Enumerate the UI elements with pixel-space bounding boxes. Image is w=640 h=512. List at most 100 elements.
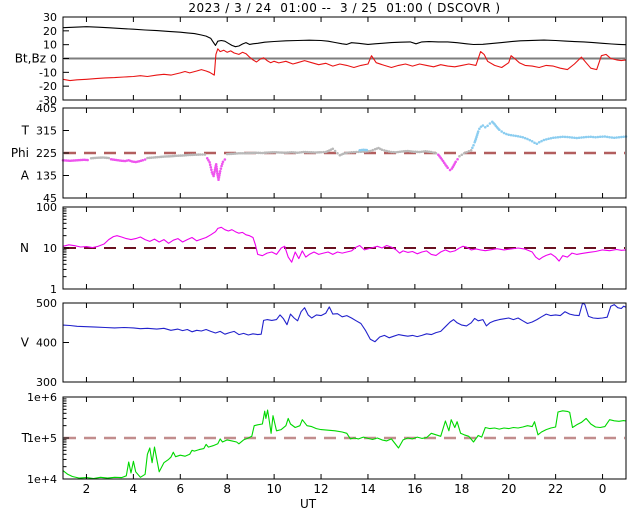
data-dot (233, 152, 237, 155)
data-dot (209, 165, 213, 169)
y-tick-label: 30 (43, 11, 57, 24)
data-dot (91, 156, 95, 160)
data-dot (591, 135, 595, 139)
panel-n: 100 10 1 N (20, 201, 627, 296)
data-dot (177, 154, 181, 157)
data-dot (161, 155, 165, 158)
data-dot (478, 127, 481, 131)
data-dot (371, 148, 374, 152)
data-dot (195, 153, 198, 156)
data-dot (216, 172, 219, 175)
series-phi-sector (358, 120, 628, 152)
data-dot (97, 156, 101, 159)
data-dot (568, 135, 571, 139)
data-dot (406, 149, 410, 153)
data-dot (217, 176, 221, 179)
data-dot (434, 151, 438, 155)
data-dot (290, 150, 294, 154)
data-dot (542, 138, 546, 142)
data-dot (549, 136, 553, 140)
data-dot (169, 154, 173, 158)
data-dot (105, 156, 109, 160)
y-tick-label: 135 (36, 170, 57, 183)
data-dot (577, 136, 581, 140)
data-dot (167, 155, 171, 158)
data-dot (89, 156, 93, 160)
data-dot (86, 158, 89, 162)
series-n-line (62, 226, 627, 263)
data-dot (215, 167, 219, 171)
y-tick-label: -30 (39, 94, 57, 107)
x-tick-label: 10 (266, 482, 281, 496)
data-dot (263, 151, 266, 155)
data-dot (235, 152, 239, 155)
data-dot (270, 151, 274, 154)
data-dot (331, 147, 335, 151)
data-dot (622, 135, 625, 139)
y-tick-label: 405 (36, 102, 57, 115)
y-tick-label: 1e+4 (27, 473, 57, 486)
data-dot (253, 151, 256, 155)
data-dot (589, 135, 593, 139)
axis-label-phi: Phi (11, 146, 29, 160)
data-dot (319, 150, 323, 154)
data-dot (175, 154, 179, 158)
data-dot (95, 156, 99, 160)
data-dot (573, 136, 576, 140)
data-dot (249, 151, 252, 155)
data-dot (268, 151, 272, 154)
data-dot (276, 151, 280, 154)
data-dot (345, 151, 349, 155)
data-dot (213, 170, 216, 174)
data-dot (354, 150, 358, 154)
data-dot (225, 152, 229, 156)
data-dot (212, 174, 215, 178)
data-dot (280, 151, 284, 154)
x-tick-label: 6 (176, 482, 184, 496)
data-dot (187, 153, 190, 157)
data-dot (479, 125, 483, 129)
data-dot (317, 151, 321, 154)
y-tick-label: 45 (43, 192, 57, 205)
data-dot (547, 137, 550, 141)
data-dot (247, 151, 251, 155)
data-dot (521, 135, 525, 139)
data-dot (257, 151, 260, 155)
data-dot (101, 156, 105, 159)
data-dot (594, 135, 597, 139)
x-tick-label: 22 (548, 482, 563, 496)
data-dot (205, 156, 209, 160)
axis-label-t: T (21, 431, 30, 445)
data-dot (159, 155, 163, 159)
data-dot (336, 151, 339, 155)
panel-phi: 405 315 225 135 45 T Phi A (11, 102, 628, 205)
data-dot (220, 164, 223, 168)
data-dot (278, 151, 282, 154)
data-dot (365, 148, 369, 152)
data-dot (462, 151, 466, 155)
data-dot (107, 156, 111, 160)
data-dot (471, 146, 474, 150)
data-dot (398, 150, 402, 154)
data-dot (530, 139, 534, 143)
data-dot (392, 150, 396, 154)
data-dot (519, 135, 522, 139)
axis-label-t: T (21, 124, 30, 138)
data-dot (333, 149, 337, 153)
data-dot (620, 135, 623, 139)
data-dot (220, 162, 224, 166)
data-dot (432, 151, 435, 154)
data-dot (412, 150, 416, 154)
data-dot (245, 151, 249, 155)
data-dot (580, 136, 583, 139)
data-dot (215, 169, 219, 173)
data-dot (288, 151, 292, 154)
data-dot (231, 152, 235, 156)
x-tick-label: 4 (130, 482, 138, 496)
data-dot (221, 160, 225, 164)
data-dot (528, 138, 532, 142)
y-tick-label: -20 (39, 80, 57, 93)
